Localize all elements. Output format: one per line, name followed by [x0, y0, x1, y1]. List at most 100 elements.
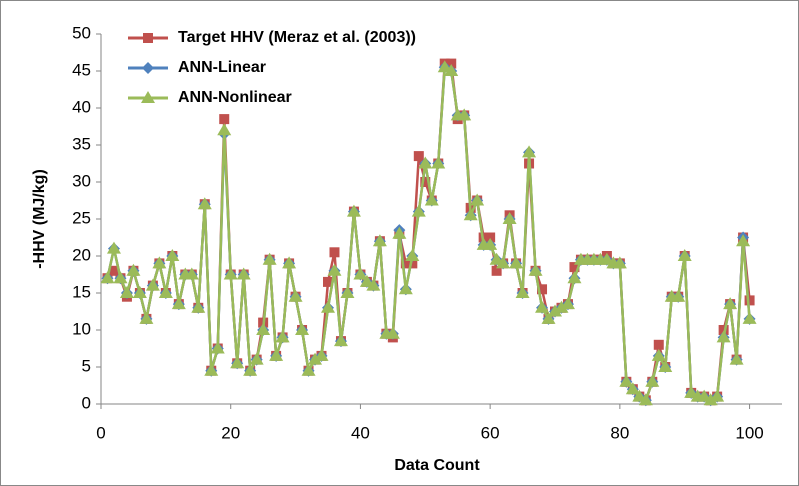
- marker-triangle: [184, 267, 199, 280]
- y-tick-label: 35: [72, 134, 91, 153]
- marker-triangle: [470, 193, 485, 206]
- y-tick-label: 30: [72, 171, 91, 190]
- marker-triangle: [353, 267, 368, 280]
- marker-triangle: [541, 311, 556, 324]
- legend-label: Target HHV (Meraz et al. (2003)): [178, 29, 416, 46]
- marker-square: [329, 247, 340, 258]
- marker-triangle: [210, 341, 225, 354]
- marker-triangle: [366, 278, 381, 291]
- marker-triangle: [522, 145, 537, 158]
- marker-triangle: [269, 348, 284, 361]
- y-tick-label: 20: [72, 245, 91, 264]
- marker-triangle: [457, 108, 472, 121]
- marker-triangle: [223, 267, 238, 280]
- marker-triangle: [333, 334, 348, 347]
- marker-triangle: [742, 311, 757, 324]
- marker-triangle: [152, 256, 167, 269]
- y-tick-label: 25: [72, 208, 91, 227]
- marker-triangle: [308, 352, 323, 365]
- marker-triangle: [515, 286, 530, 298]
- marker-square: [491, 265, 502, 276]
- marker-triangle: [256, 323, 271, 335]
- marker-triangle: [295, 323, 310, 335]
- marker-triangle: [243, 363, 258, 376]
- marker-triangle: [262, 252, 277, 265]
- x-tick-label: 60: [481, 423, 500, 442]
- marker-triangle: [141, 91, 155, 103]
- marker-triangle: [288, 289, 303, 302]
- marker-triangle: [132, 286, 147, 298]
- marker-triangle: [424, 193, 439, 206]
- legend-label: ANN-Linear: [178, 59, 266, 76]
- y-tick-label: 5: [82, 356, 91, 375]
- marker-triangle: [204, 363, 219, 376]
- marker-square: [108, 265, 119, 276]
- marker-triangle: [119, 286, 134, 298]
- marker-triangle: [301, 363, 316, 376]
- marker-triangle: [723, 297, 738, 310]
- marker-triangle: [638, 393, 653, 406]
- y-tick-label: 0: [82, 393, 91, 412]
- marker-triangle: [139, 311, 154, 324]
- marker-triangle: [677, 249, 692, 261]
- marker-triangle: [165, 249, 180, 261]
- marker-triangle: [444, 64, 459, 76]
- y-tick-label: 10: [72, 319, 91, 338]
- y-tick-label: 15: [72, 282, 91, 301]
- marker-triangle: [612, 256, 627, 269]
- marker-square: [744, 295, 755, 306]
- marker-triangle: [671, 289, 686, 302]
- marker-square: [400, 258, 411, 269]
- marker-triangle: [560, 297, 575, 310]
- y-tick-label: 40: [72, 97, 91, 116]
- marker-square: [485, 232, 496, 243]
- marker-triangle: [651, 348, 666, 361]
- marker-square: [537, 284, 548, 295]
- marker-triangle: [197, 197, 212, 210]
- marker-triangle: [340, 286, 355, 298]
- y-tick-label: 45: [72, 60, 91, 79]
- marker-triangle: [716, 330, 731, 343]
- marker-triangle: [703, 393, 718, 406]
- marker-triangle: [405, 249, 420, 261]
- marker-triangle: [736, 234, 751, 247]
- marker-square: [323, 276, 333, 287]
- marker-triangle: [619, 374, 634, 387]
- marker-triangle: [191, 300, 206, 313]
- marker-triangle: [171, 297, 186, 310]
- marker-triangle: [106, 241, 121, 254]
- marker-triangle: [113, 271, 128, 284]
- marker-square: [718, 325, 729, 335]
- marker-triangle: [275, 330, 290, 343]
- marker-triangle: [217, 123, 232, 136]
- x-tick-label: 100: [735, 423, 763, 442]
- marker-triangle: [346, 204, 361, 217]
- marker-triangle: [483, 237, 498, 250]
- marker-triangle: [554, 300, 569, 313]
- marker-square: [420, 177, 431, 187]
- marker-triangle: [314, 348, 329, 361]
- x-tick-label: 0: [96, 423, 105, 442]
- marker-diamond: [142, 62, 154, 74]
- marker-triangle: [418, 156, 433, 169]
- marker-triangle: [249, 352, 264, 365]
- legend-label: ANN-Nonlinear: [178, 89, 292, 106]
- marker-triangle: [658, 360, 673, 372]
- marker-triangle: [100, 271, 115, 284]
- marker-triangle: [372, 234, 387, 247]
- marker-triangle: [327, 263, 342, 276]
- marker-triangle: [463, 208, 478, 221]
- marker-triangle: [126, 263, 141, 276]
- marker-triangle: [431, 156, 446, 169]
- marker-square: [413, 151, 424, 162]
- marker-triangle: [145, 278, 160, 291]
- x-tick-label: 40: [351, 423, 370, 442]
- marker-square: [569, 262, 580, 273]
- marker-triangle: [535, 300, 550, 313]
- marker-triangle: [645, 374, 660, 387]
- marker-square: [143, 33, 153, 43]
- marker-triangle: [236, 267, 251, 280]
- marker-square: [407, 258, 418, 269]
- marker-triangle: [321, 300, 335, 313]
